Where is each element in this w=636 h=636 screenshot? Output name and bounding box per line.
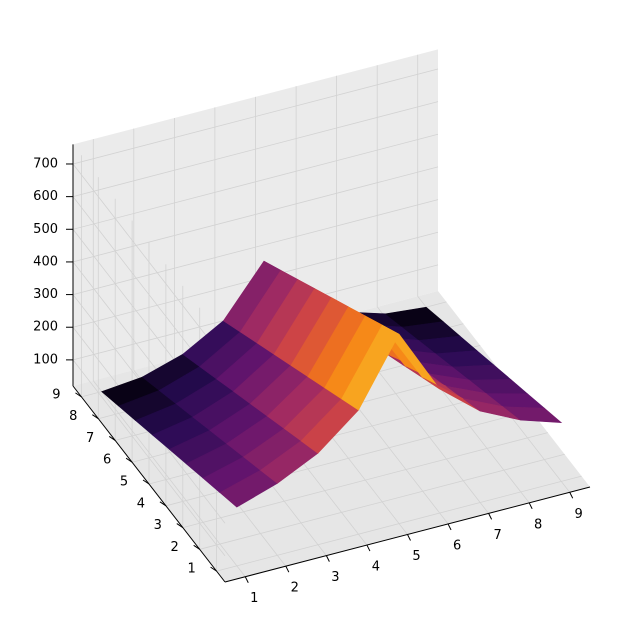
y-tick-label: 8 [69, 409, 77, 424]
tick-marks [66, 163, 574, 583]
x-tick-mark [488, 513, 493, 520]
z-tick-label: 500 [33, 222, 58, 237]
grid-line-x [417, 54, 571, 493]
y-tick-mark [159, 501, 167, 507]
x-tick-mark [366, 544, 371, 552]
x-tick-label: 9 [575, 507, 583, 522]
y-tick-mark [92, 414, 99, 420]
x-tick-mark [447, 523, 452, 531]
y-tick-mark [108, 436, 116, 441]
y-tick-mark [142, 479, 150, 485]
y-tick-mark [75, 392, 82, 398]
y-tick-label: 5 [120, 475, 128, 490]
x-tick-label: 3 [331, 570, 339, 585]
z-tick-label: 700 [33, 157, 58, 172]
z-tick-label: 300 [33, 287, 58, 302]
y-tick-label: 3 [154, 518, 162, 533]
x-tick-label: 8 [534, 517, 542, 532]
x-tick-label: 4 [372, 560, 380, 575]
y-tick-label: 4 [137, 496, 145, 511]
y-tick-label: 9 [52, 387, 60, 402]
x-tick-label: 2 [291, 581, 299, 596]
y-tick-mark [125, 457, 133, 463]
x-tick-mark [569, 492, 574, 499]
y-tick-mark [210, 566, 217, 572]
grid-line-x [376, 65, 530, 504]
x-tick-mark [407, 534, 411, 541]
y-tick-label: 1 [187, 562, 195, 577]
x-tick-label: 6 [453, 538, 461, 553]
x-tick-label: 5 [412, 549, 420, 564]
grid-line-x [92, 139, 246, 577]
x-tick-label: 7 [493, 528, 501, 543]
y-tick-label: 2 [171, 540, 179, 555]
z-tick-label: 600 [33, 189, 58, 204]
z-tick-label: 400 [33, 254, 58, 269]
surface-mesh [101, 260, 563, 508]
x-tick-mark [528, 502, 533, 510]
z-tick-label: 200 [33, 320, 58, 335]
y-tick-label: 7 [86, 431, 94, 446]
x-tick-mark [325, 555, 330, 562]
surface-patch [502, 406, 563, 423]
y-tick-mark [193, 544, 200, 550]
x-tick-mark [285, 565, 290, 573]
x-tick-label: 1 [250, 591, 258, 606]
x-tick-mark [244, 576, 249, 583]
y-tick-label: 6 [103, 453, 111, 468]
y-tick-mark [176, 523, 184, 528]
z-tick-label: 100 [33, 352, 58, 367]
